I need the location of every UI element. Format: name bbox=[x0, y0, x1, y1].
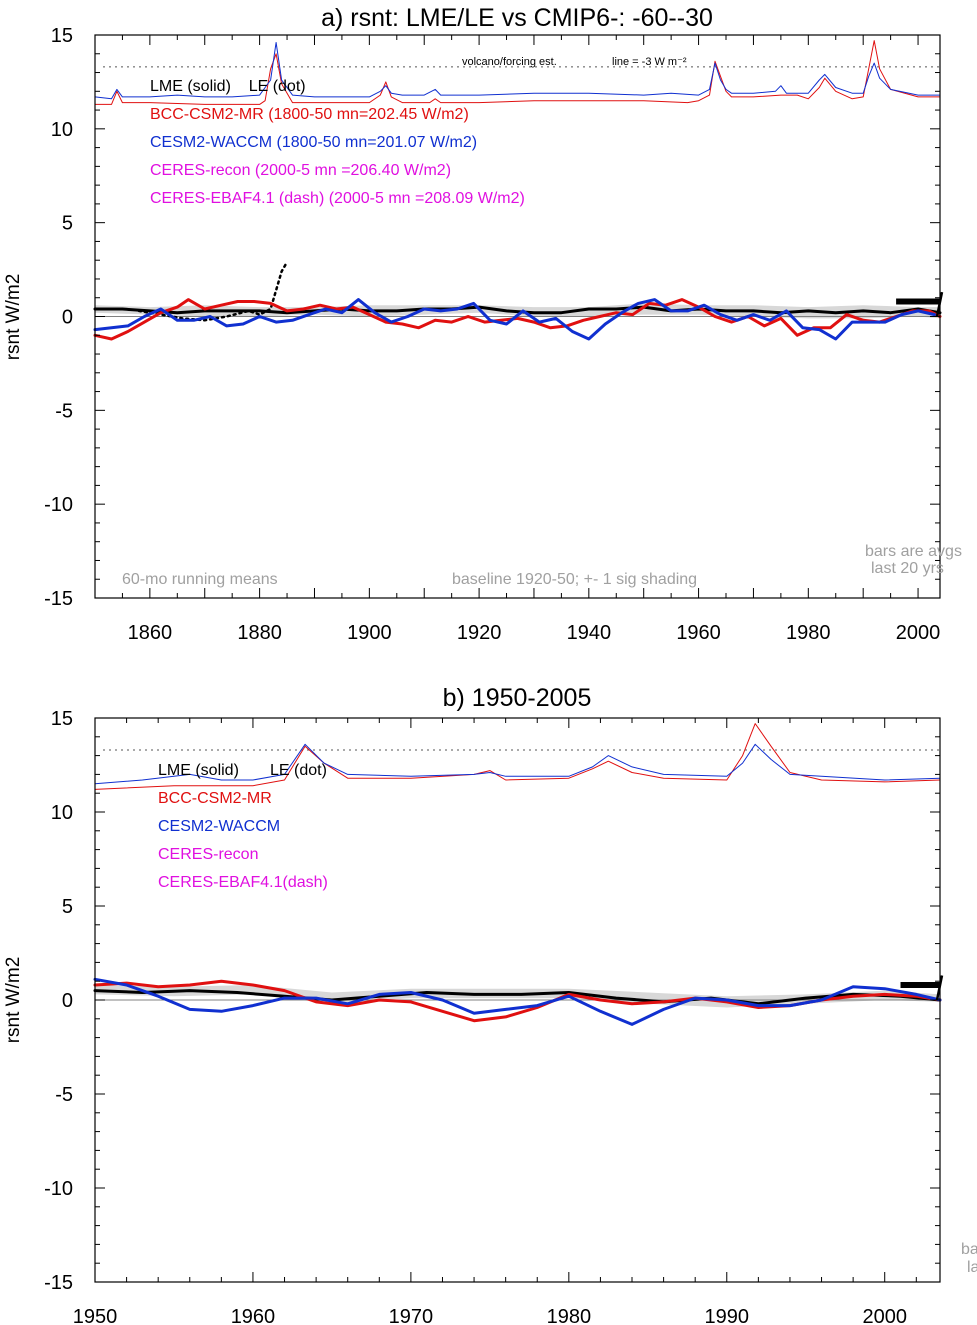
panel-b-xtick-label: 1950 bbox=[73, 1306, 118, 1325]
panel-b-series-lme-solid bbox=[93, 989, 942, 1006]
panel-a-ytick-label: -5 bbox=[55, 400, 73, 422]
panel-b-plot-area: -15 -10 -5 0 5 10 15 1950 1960 1970 1980 1990 2000 bbox=[44, 708, 944, 1325]
panel-a-ytick-label: -10 bbox=[44, 494, 73, 516]
panel-a-ytick-label: -15 bbox=[44, 588, 73, 610]
panel-b-ytick-label: -5 bbox=[55, 1084, 73, 1106]
panel-a-xtick-label: 1980 bbox=[786, 622, 831, 644]
panel-b-legend-ceres-ebaf: CERES-EBAF4.1(dash) bbox=[158, 874, 328, 891]
panel-b-series-volcano-forcing-est-bcc bbox=[94, 723, 941, 790]
panel-a-series-cesm2-waccm bbox=[93, 298, 936, 341]
panel-a-ytick-label: 10 bbox=[51, 119, 73, 141]
panel-a-plot-area: -15 -10 -5 0 5 10 15 1860 1880 1900 1920 1940 1960 19… bbox=[44, 25, 944, 644]
panel-a-xtick-label: 2000 bbox=[896, 622, 941, 644]
panel-a-bars-annotation-2: last 20 yrs bbox=[871, 560, 944, 577]
panel-b-ytick-label: -15 bbox=[44, 1272, 73, 1294]
panel-b-bars-annotation-2: la bbox=[967, 1259, 977, 1276]
panel-a-xtick-label: 1920 bbox=[457, 622, 502, 644]
panel-a-xtick-label: 1880 bbox=[237, 622, 282, 644]
panel-b-legend-lme: LME (solid) LE (dot) bbox=[158, 762, 327, 779]
panel-b-xtick-label: 1970 bbox=[389, 1306, 434, 1325]
panel-a-baseline-annotation: baseline 1920-50; +- 1 sig shading bbox=[452, 571, 697, 588]
panel-b-title: b) 1950-2005 bbox=[443, 684, 592, 712]
panel-a-volcano-annotation: volcano/forcing est. bbox=[462, 56, 557, 68]
panel-b-series-volcano-forcing-est-cesm bbox=[94, 743, 941, 785]
panel-a-xtick-label: 1940 bbox=[567, 622, 612, 644]
panel-a-scale-annotation: line = -3 W m⁻² bbox=[612, 56, 687, 68]
panel-b-ytick-label: 15 bbox=[51, 708, 73, 730]
panel-a-series-bcc-csm2-mr bbox=[93, 298, 942, 341]
panel-b-ytick-label: 0 bbox=[62, 990, 73, 1012]
panel-a-legend-cesm: CESM2-WACCM (1800-50 mn=201.07 W/m2) bbox=[150, 134, 477, 151]
panel-b-legend-cesm: CESM2-WACCM bbox=[158, 818, 280, 835]
panel-a-series-volcano-forcing-est-cesm bbox=[94, 42, 941, 100]
panel-a-legend-ceres-recon: CERES-recon (2000-5 mn =206.40 W/m2) bbox=[150, 162, 451, 179]
panel-b-xtick-label: 2000 bbox=[862, 1306, 907, 1325]
panel-a-legend-lme: LME (solid) LE (dot) bbox=[150, 78, 306, 95]
panel-a-ylabel: rsnt W/m2 bbox=[3, 274, 24, 361]
panel-a-xtick-label: 1860 bbox=[128, 622, 173, 644]
panel-b-xtick-label: 1990 bbox=[705, 1306, 750, 1325]
panel-a-running-annotation: 60-mo running means bbox=[122, 571, 278, 588]
panel-a-series-le-dot bbox=[137, 260, 289, 322]
panel-a-legend-bcc: BCC-CSM2-MR (1800-50 mn=202.45 W/m2) bbox=[150, 106, 469, 123]
panel-b-ylabel: rsnt W/m2 bbox=[3, 957, 24, 1044]
panel-a: a) rsnt: LME/LE vs CMIP6-: -60--30 rsnt … bbox=[3, 4, 962, 644]
panel-b-legend-bcc: BCC-CSM2-MR bbox=[158, 790, 272, 807]
panel-a-bars-annotation-1: bars are avgs bbox=[865, 543, 962, 560]
panel-a-xtick-label: 1900 bbox=[347, 622, 392, 644]
panel-a-ytick-label: 5 bbox=[62, 213, 73, 235]
panel-b: b) 1950-2005 rsnt W/m2 -15 -10 -5 0 5 10 15 195… bbox=[3, 684, 977, 1325]
panel-b-xtick-label: 1960 bbox=[231, 1306, 276, 1325]
panel-b-bars-annotation-1: ba bbox=[961, 1241, 977, 1258]
panel-b-legend-ceres-recon: CERES-recon bbox=[158, 846, 258, 863]
panel-b-series-cesm2-waccm bbox=[93, 977, 942, 1026]
panel-b-ytick-label: 10 bbox=[51, 802, 73, 824]
panel-a-series-volcano-forcing-est-bcc bbox=[94, 40, 941, 105]
panel-a-legend-ceres-ebaf: CERES-EBAF4.1 (dash) (2000-5 mn =208.09 … bbox=[150, 190, 525, 207]
panel-b-ytick-label: 5 bbox=[62, 896, 73, 918]
panel-b-xtick-label: 1980 bbox=[547, 1306, 592, 1325]
panel-b-ytick-label: -10 bbox=[44, 1178, 73, 1200]
panel-a-ytick-label: 15 bbox=[51, 25, 73, 47]
panel-a-xtick-label: 1960 bbox=[676, 622, 721, 644]
panel-a-ytick-label: 0 bbox=[62, 307, 73, 329]
panel-a-title: a) rsnt: LME/LE vs CMIP6-: -60--30 bbox=[321, 4, 713, 32]
